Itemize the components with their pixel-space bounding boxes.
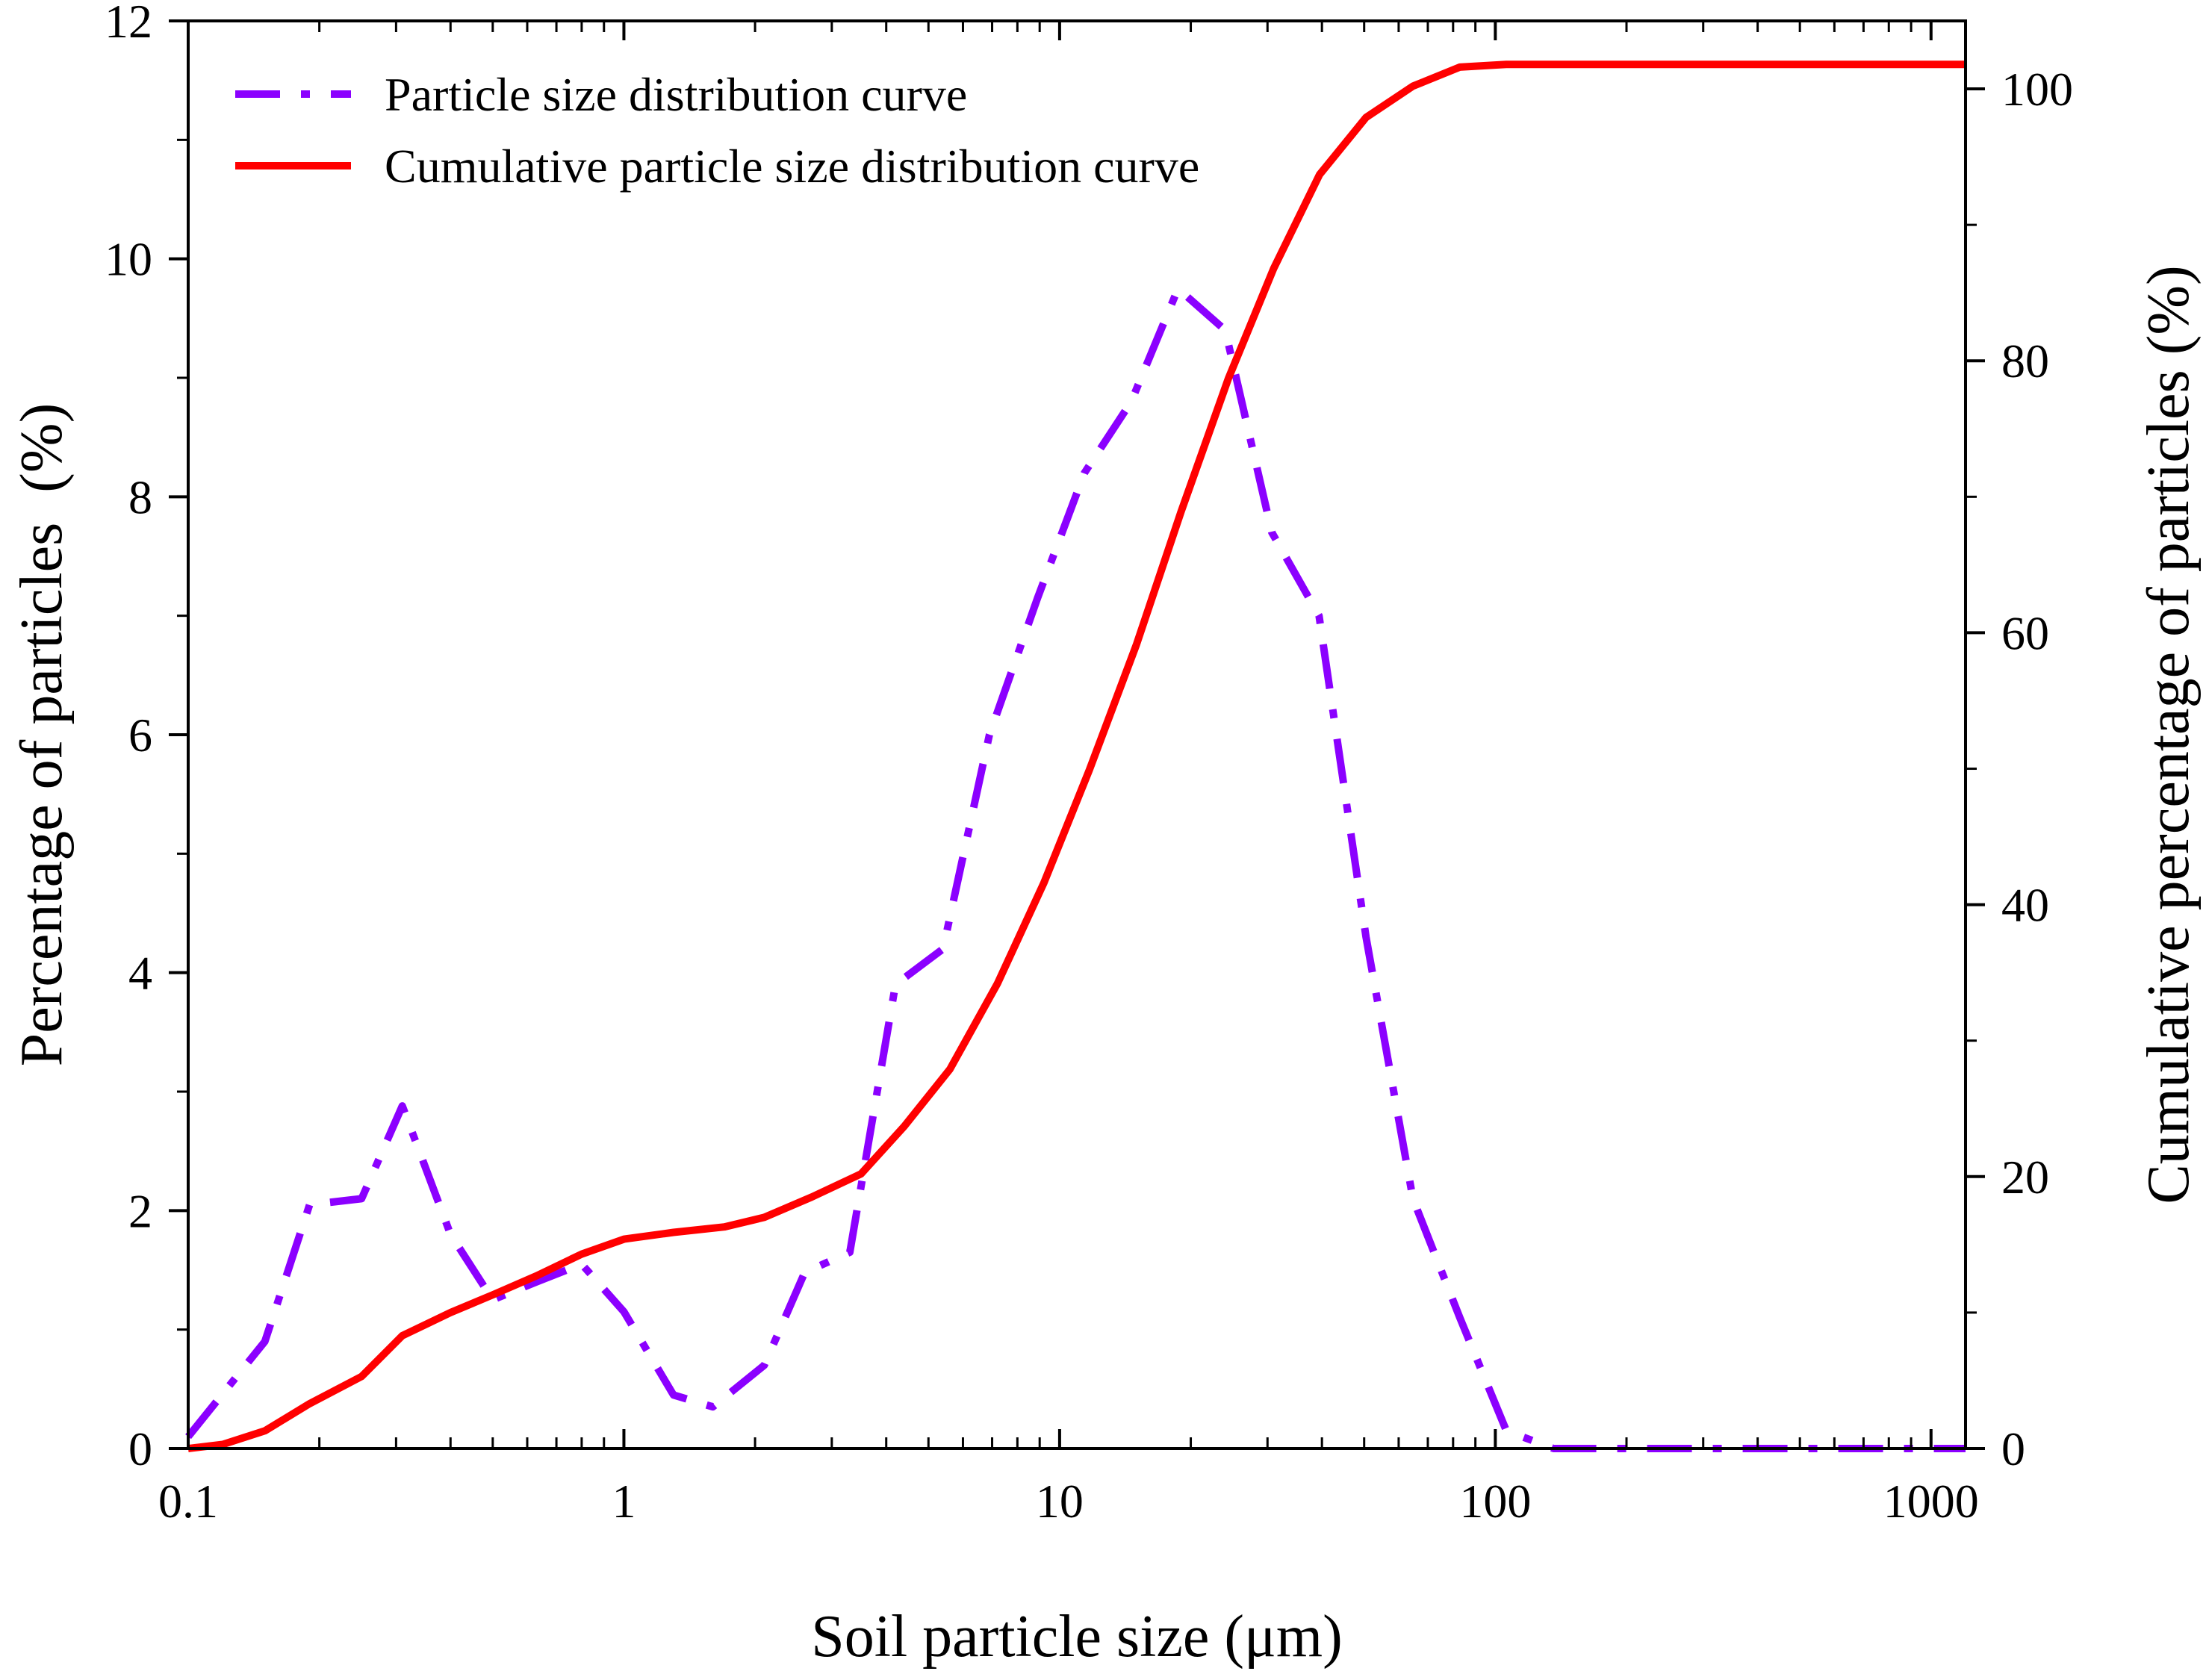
y-left-tick-label: 12 <box>105 0 152 48</box>
x-tick-label: 1000 <box>1883 1475 1979 1528</box>
legend-label-distribution: Particle size distribution curve <box>385 68 967 121</box>
plot-frame <box>187 19 1967 1450</box>
y-right-tick-label: 40 <box>2001 879 2049 932</box>
y-axis-right-title: Cumulative percentage of particles (%) <box>2136 265 2202 1204</box>
y-right-tick-label: 20 <box>2001 1151 2049 1204</box>
x-axis-title: Soil particle size (μm) <box>811 1604 1343 1670</box>
y-left-tick-label: 6 <box>128 709 152 762</box>
y-right-tick-label: 0 <box>2001 1422 2025 1475</box>
legend-label-cumulative: Cumulative particle size distribution cu… <box>385 140 1199 193</box>
y-left-tick-label: 8 <box>128 470 152 523</box>
axes-layer: 0.1 1 10 100 1000 0 2 4 6 8 10 12 0 20 40 60 80 100 <box>105 0 2073 1528</box>
x-tick-label: 100 <box>1459 1475 1531 1528</box>
legend: Particle size distribution curve Cumulat… <box>235 68 1199 193</box>
y-right-tick-label: 60 <box>2001 606 2049 659</box>
x-tick-label: 0.1 <box>158 1475 218 1528</box>
series-layer <box>185 60 1966 1452</box>
y-left-tick-label: 0 <box>128 1422 152 1475</box>
x-tick-label: 10 <box>1036 1475 1084 1528</box>
y-left-tick-label: 4 <box>128 947 152 1000</box>
cumulative-curve <box>187 60 1966 1452</box>
y-left-tick-label: 10 <box>105 233 152 286</box>
y-right-tick-label: 80 <box>2001 335 2049 388</box>
y-right-tick-label: 100 <box>2001 63 2073 116</box>
y-axis-left-title: Percentage of particles (%) <box>9 403 75 1066</box>
x-tick-label: 1 <box>612 1475 636 1528</box>
y-left-tick-label: 2 <box>128 1184 152 1237</box>
distribution-curve <box>185 284 1966 1452</box>
